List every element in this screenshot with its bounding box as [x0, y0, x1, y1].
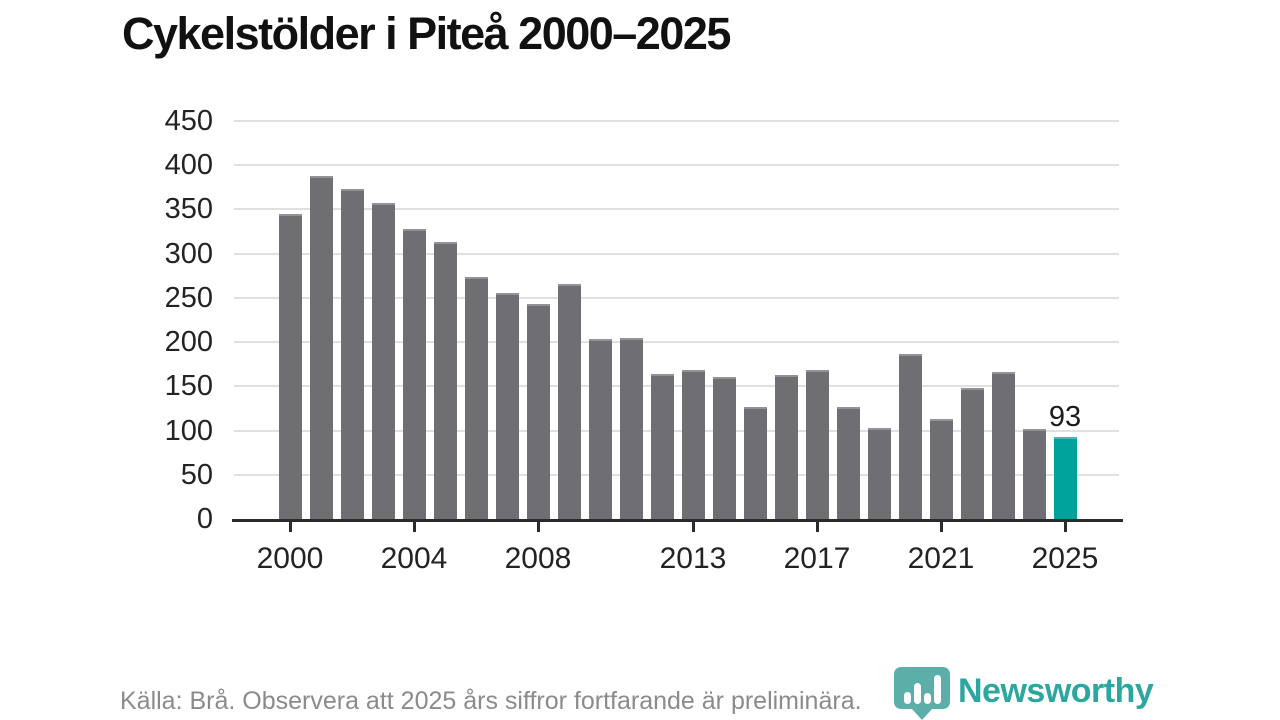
x-tick-2013	[692, 521, 695, 532]
y-tick-label-50: 50	[180, 459, 213, 491]
newsworthy-wordmark: Newsworthy	[958, 672, 1154, 710]
bar-2003	[372, 203, 395, 519]
x-tick-label-2025: 2025	[1031, 542, 1099, 575]
bar-2011	[620, 338, 643, 519]
gridline-250	[234, 297, 1119, 299]
gridline-100	[234, 430, 1119, 432]
bar-2002	[341, 189, 364, 519]
bar-2018	[837, 407, 860, 519]
bar-2025	[1054, 437, 1077, 519]
bar-2010	[589, 339, 612, 519]
bar-2008	[527, 304, 550, 519]
bar-2023	[992, 372, 1015, 519]
y-tick-label-350: 350	[164, 193, 213, 225]
gridline-450	[234, 120, 1119, 122]
bar-2024	[1023, 429, 1046, 519]
y-tick-label-400: 400	[164, 149, 213, 181]
bar-2005	[434, 242, 457, 519]
y-tick-label-450: 450	[164, 105, 213, 137]
x-tick-2004	[413, 521, 416, 532]
bar-2012	[651, 374, 674, 519]
y-tick-label-200: 200	[164, 326, 213, 358]
gridline-50	[234, 474, 1119, 476]
bar-2013	[682, 370, 705, 519]
chart-title: Cykelstölder i Piteå 2000–2025	[122, 8, 731, 59]
x-tick-label-2008: 2008	[504, 542, 572, 575]
x-tick-label-2017: 2017	[783, 542, 851, 575]
bar-2022	[961, 388, 984, 519]
bar-2021	[930, 419, 953, 519]
gridline-150	[234, 385, 1119, 387]
bar-2004	[403, 229, 426, 519]
plot-area: 93	[232, 120, 1123, 522]
x-tick-label-2013: 2013	[659, 542, 727, 575]
bar-2007	[496, 293, 519, 519]
bar-2001	[310, 176, 333, 519]
x-axis-line	[232, 519, 1123, 522]
bar-2017	[806, 370, 829, 519]
bar-2009	[558, 284, 581, 519]
y-tick-label-0: 0	[196, 503, 213, 535]
y-tick-label-250: 250	[164, 282, 213, 314]
y-tick-label-150: 150	[164, 370, 213, 402]
highlight-value-label: 93	[1048, 401, 1082, 433]
x-tick-2021	[940, 521, 943, 532]
bar-2015	[744, 407, 767, 519]
source-note: Källa: Brå. Observera att 2025 års siffr…	[120, 687, 862, 715]
x-tick-label-2000: 2000	[256, 542, 324, 575]
y-tick-label-300: 300	[164, 238, 213, 270]
bar-2016	[775, 375, 798, 519]
x-tick-2008	[537, 521, 540, 532]
bar-2019	[868, 428, 891, 519]
x-tick-2025	[1064, 521, 1067, 532]
newsworthy-logo: Newsworthy	[893, 666, 1154, 720]
gridline-300	[234, 253, 1119, 255]
gridline-350	[234, 208, 1119, 210]
x-tick-label-2004: 2004	[380, 542, 448, 575]
gridline-200	[234, 341, 1119, 343]
gridline-400	[234, 164, 1119, 166]
x-tick-label-2021: 2021	[907, 542, 975, 575]
y-tick-label-100: 100	[164, 415, 213, 447]
x-tick-2000	[289, 521, 292, 532]
bar-2020	[899, 354, 922, 519]
bar-2014	[713, 377, 736, 519]
bar-chart-pin-icon	[894, 667, 950, 720]
bar-2006	[465, 277, 488, 519]
x-tick-2017	[816, 521, 819, 532]
bar-2000	[279, 214, 302, 519]
